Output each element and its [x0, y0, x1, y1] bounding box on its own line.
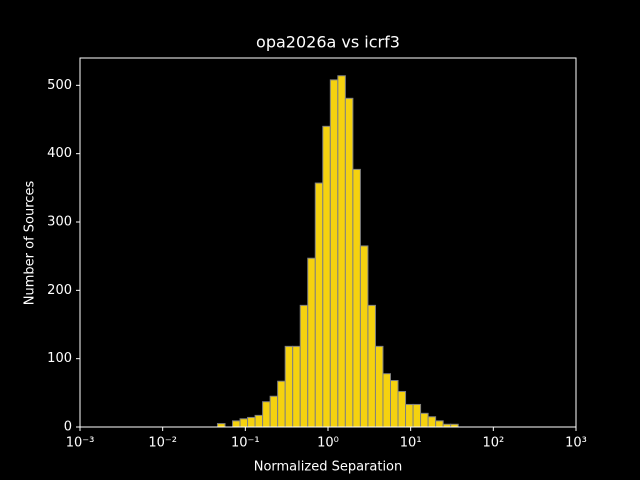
bar	[322, 125, 331, 428]
x-tick-label: 10⁻¹	[231, 436, 260, 451]
bar	[284, 345, 294, 428]
bar	[397, 390, 407, 428]
y-tick-label: 500	[47, 78, 72, 93]
y-tick-label: 0	[64, 420, 72, 435]
bar	[292, 345, 301, 428]
bar	[232, 420, 241, 428]
bar	[359, 245, 369, 428]
bar	[307, 257, 316, 428]
bar	[337, 75, 346, 428]
bar	[247, 416, 256, 428]
x-axis-label: Normalized Separation	[254, 460, 403, 475]
y-tick-label: 100	[47, 351, 72, 366]
bar	[427, 416, 437, 428]
y-tick-label: 200	[47, 283, 72, 298]
bar	[299, 304, 309, 428]
bar	[352, 168, 361, 428]
bar	[389, 380, 399, 428]
bar	[239, 418, 249, 428]
bar	[344, 97, 354, 428]
bar	[254, 414, 264, 428]
y-tick-label: 400	[47, 146, 72, 161]
bar	[374, 345, 384, 428]
x-tick-label: 10³	[565, 436, 587, 451]
x-tick-label: 10²	[482, 436, 504, 451]
x-tick-label: 10⁻³	[66, 436, 95, 451]
bar	[216, 423, 226, 428]
chart-title: opa2026a vs icrf3	[256, 33, 400, 52]
bar	[269, 395, 279, 428]
bar	[367, 304, 376, 428]
bar	[435, 420, 444, 428]
bar	[382, 373, 391, 428]
x-tick-label: 10⁻²	[148, 436, 177, 451]
x-tick-label: 10⁰	[317, 436, 339, 451]
bar	[314, 182, 324, 428]
bar	[405, 403, 414, 428]
bar	[262, 401, 271, 428]
bar	[329, 79, 339, 428]
bar	[420, 412, 429, 428]
bar	[277, 380, 286, 428]
bar	[412, 403, 422, 428]
y-tick-label: 300	[47, 215, 72, 230]
y-axis-label: Number of Sources	[23, 181, 38, 306]
x-tick-label: 10¹	[400, 436, 422, 451]
